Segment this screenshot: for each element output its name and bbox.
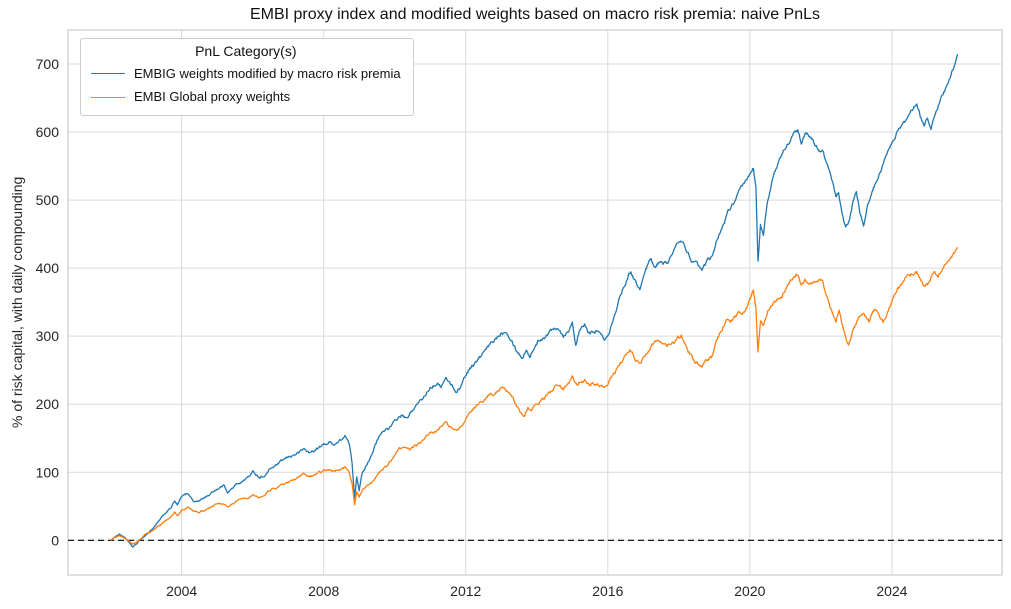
- series-line: [110, 246, 959, 545]
- chart-title: EMBI proxy index and modified weights ba…: [249, 6, 821, 23]
- x-tick-label: 2008: [308, 583, 339, 599]
- legend-entry-label: EMBIG weights modified by macro risk pre…: [134, 66, 401, 81]
- legend: PnL Category(s) EMBIG weights modified b…: [80, 38, 414, 116]
- x-tick-label: 2016: [592, 583, 623, 599]
- y-tick-label: 100: [36, 464, 60, 480]
- legend-entry: EMBI Global proxy weights: [91, 85, 401, 108]
- y-tick-label: 400: [36, 260, 60, 276]
- y-tick-label: 0: [51, 532, 59, 548]
- x-tick-label: 2004: [166, 583, 197, 599]
- y-tick-label: 600: [36, 124, 60, 140]
- y-tick-label: 700: [36, 56, 60, 72]
- x-tick-label: 2020: [734, 583, 765, 599]
- legend-entry: EMBIG weights modified by macro risk pre…: [91, 62, 401, 85]
- legend-line-sample-blue: [91, 73, 125, 75]
- y-tick-label: 300: [36, 328, 60, 344]
- x-tick-label: 2012: [450, 583, 481, 599]
- y-tick-label: 500: [36, 192, 60, 208]
- x-tick-label: 2024: [876, 583, 907, 599]
- legend-entry-label: EMBI Global proxy weights: [134, 89, 291, 105]
- series-line: [110, 54, 959, 548]
- legend-line-sample-orange: [91, 96, 125, 98]
- legend-title: PnL Category(s): [195, 43, 297, 59]
- y-tick-label: 200: [36, 396, 60, 412]
- plot-border: [67, 29, 1003, 576]
